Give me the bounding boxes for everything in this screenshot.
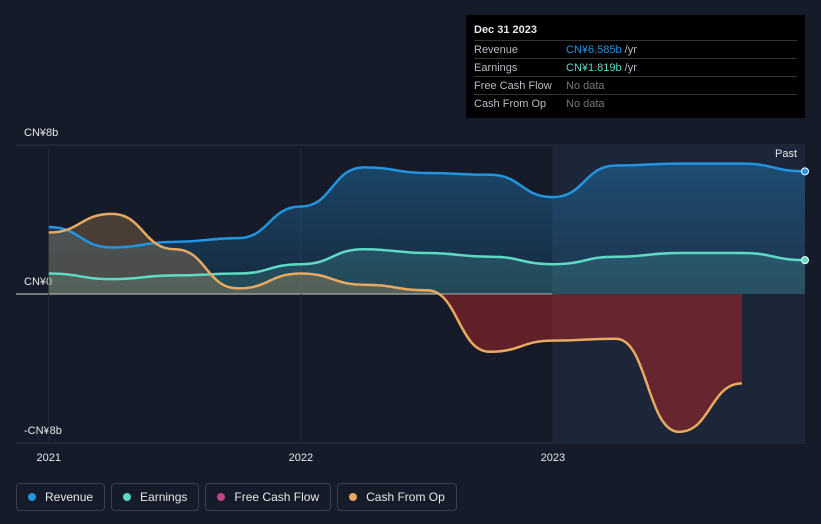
tooltip-row: Cash From Op No data: [474, 94, 797, 112]
tooltip-value: CN¥6.585b: [566, 43, 622, 56]
legend-swatch: [217, 493, 226, 501]
legend-label: Earnings: [140, 490, 188, 504]
tooltip-value: No data: [566, 97, 605, 110]
tooltip-label: Free Cash Flow: [474, 79, 552, 92]
area: [48, 213, 742, 294]
line: [48, 212, 743, 434]
tooltip-label: Revenue: [474, 43, 519, 56]
tooltip-label: Cash From Op: [474, 97, 547, 110]
x-tick-label: 2023: [541, 452, 565, 464]
legend-item[interactable]: Cash From Op: [337, 483, 457, 511]
tooltip-unit: /yr: [624, 61, 637, 74]
tooltip-unit: /yr: [624, 43, 637, 56]
tooltip-value: No data: [566, 79, 605, 92]
legend-swatch: [349, 493, 358, 501]
line: [48, 162, 806, 249]
tooltip-row: Free Cash Flow No data: [474, 76, 797, 94]
legend-item[interactable]: Revenue: [16, 483, 106, 511]
line: [48, 248, 806, 281]
tooltip: Dec 31 2023 Revenue CN¥6.585b/yr Earnings…: [466, 15, 805, 118]
past-label: Past: [775, 148, 797, 160]
area: [48, 163, 806, 294]
tooltip-row: Earnings CN¥1.819b/yr: [474, 58, 797, 76]
legend-item[interactable]: Free Cash Flow: [205, 483, 332, 511]
legend: Revenue Earnings Free Cash Flow Cash From O…: [16, 483, 457, 511]
legend-swatch: [123, 493, 132, 501]
legend-item[interactable]: Earnings: [111, 483, 200, 511]
legend-swatch: [28, 493, 36, 501]
legend-label: Free Cash Flow: [234, 490, 320, 504]
legend-label: Revenue: [45, 490, 94, 504]
tooltip-row: Revenue CN¥6.585b/yr: [474, 40, 797, 58]
area: [48, 249, 806, 294]
tooltip-date: Dec 31 2023: [474, 24, 537, 36]
y-tick-label: CN¥8b: [24, 127, 58, 139]
y-tick-label: -CN¥8b: [24, 425, 62, 437]
legend-label: Cash From Op: [366, 490, 445, 504]
x-tick-label: 2022: [289, 452, 313, 464]
x-tick-label: 2021: [37, 452, 61, 464]
end-point: [801, 256, 809, 265]
tooltip-value: CN¥1.819b: [566, 61, 622, 74]
y-tick-label: CN¥0: [24, 276, 52, 288]
end-point: [801, 167, 809, 176]
tooltip-label: Earnings: [474, 61, 518, 74]
area: [48, 294, 742, 432]
